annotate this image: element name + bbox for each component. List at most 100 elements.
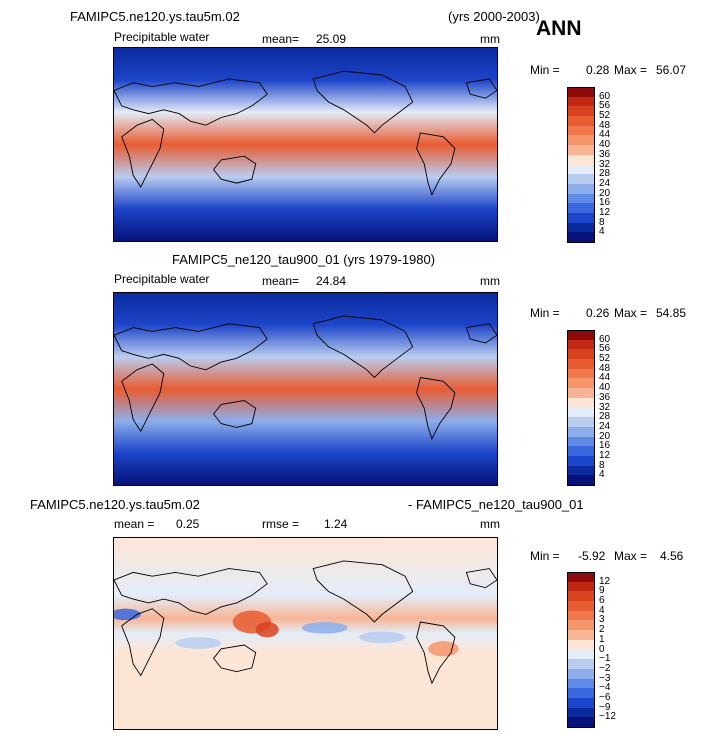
colorbar-swatch: [567, 446, 595, 457]
colorbar-swatch: [567, 455, 595, 467]
colorbar-swatch: [567, 426, 595, 438]
colorbar-swatch: [567, 417, 595, 428]
colorbar-tick-label: 12: [599, 575, 611, 587]
panel2-variable: Precipitable water: [114, 272, 210, 286]
colorbar-tick-label: 32: [599, 401, 611, 413]
colorbar-swatch: [567, 183, 595, 195]
colorbar-tick-label: 32: [599, 158, 611, 170]
colorbar-swatch: [567, 116, 595, 127]
colorbar-swatch: [567, 572, 595, 583]
colorbar-swatch: [567, 135, 595, 146]
colorbar-tick-label: 48: [599, 119, 611, 131]
panel1-colorbar: 60 56 52 48 44 40 36 32 28 24 20 16 12 8 4: [567, 87, 627, 243]
panel3-map: [113, 537, 498, 730]
coastline: [312, 560, 414, 623]
colorbar-swatch: [567, 339, 595, 350]
colorbar-tick-label: 36: [599, 148, 611, 160]
colorbar-swatch: [567, 639, 595, 650]
coastline: [416, 621, 456, 685]
panel1-min-label: Min =: [530, 63, 560, 77]
colorbar-swatch: [567, 232, 595, 243]
panel1-mean-label: mean=: [262, 32, 300, 46]
colorbar-tick-label: 2: [599, 624, 605, 636]
panel3-min-label: Min =: [530, 549, 560, 563]
colorbar-tick-label: 36: [599, 391, 611, 403]
colorbar-tick-label: 52: [599, 353, 611, 365]
map-field: [114, 293, 497, 485]
panel3-rmse-label: rmse =: [262, 517, 300, 531]
panel2-min-value: 0.26: [586, 306, 610, 320]
panel3-colorbar: 12 9 6 4 3 2 1 0 −1 −2 −3 −4 −6 −9 −12: [567, 572, 627, 728]
colorbar-tick-label: 44: [599, 372, 611, 384]
panel1-units: mm: [480, 32, 500, 46]
panel3-case-a: FAMIPC5.ne120.ys.tau5m.02: [30, 497, 200, 512]
colorbar-swatch: [567, 475, 595, 486]
map-field: [114, 48, 497, 241]
panel3-min-value: -5.92: [578, 549, 606, 563]
panel3-rmse-value: 1.24: [324, 517, 348, 531]
colorbar-tick-label: −12: [599, 711, 616, 723]
coastline: [121, 608, 165, 677]
panel3-mean-value: 0.25: [176, 517, 200, 531]
panel1-max-value: 56.07: [656, 63, 687, 77]
panel3-case-b: - FAMIPC5_ne120_tau900_01: [408, 497, 584, 512]
colorbar-tick-label: 24: [599, 177, 611, 189]
colorbar-tick-label: 4: [599, 469, 605, 481]
panel1-variable: Precipitable water: [114, 30, 210, 44]
map-background: [114, 48, 497, 241]
colorbar-swatch: [567, 359, 595, 370]
coastline: [465, 568, 497, 589]
colorbar-swatch: [567, 591, 595, 602]
colorbar-tick-label: −4: [599, 682, 611, 694]
coastline: [465, 323, 497, 344]
panel1-min-value: 0.28: [586, 63, 610, 77]
colorbar-swatch: [567, 620, 595, 631]
coastline: [213, 400, 257, 428]
colorbar-tick-label: −9: [599, 701, 611, 713]
anomaly-blob: [175, 637, 222, 649]
panel3-max-label: Max =: [614, 549, 648, 563]
panel1-case: FAMIPC5.ne120.ys.tau5m.02: [70, 9, 240, 24]
coastline: [121, 363, 165, 433]
coastline: [213, 155, 257, 184]
coastline: [114, 323, 268, 371]
colorbar-swatch: [567, 707, 595, 718]
colorbar-swatch: [567, 649, 595, 660]
coastline: [114, 568, 268, 615]
colorbar-swatch: [567, 610, 595, 621]
map-background: [114, 293, 497, 485]
colorbar-tick-label: 12: [599, 206, 611, 218]
colorbar-swatch: [567, 222, 595, 233]
map-background: [114, 538, 497, 729]
map-field: [114, 538, 497, 729]
coastline: [312, 315, 414, 379]
colorbar-swatch: [567, 388, 595, 399]
colorbar-swatch: [567, 630, 595, 641]
colorbar-tick-label: 9: [599, 585, 605, 597]
colorbar-tick-label: 60: [599, 90, 611, 102]
panel2-mean-value: 24.84: [316, 274, 347, 288]
coastline: [114, 78, 268, 126]
colorbar-tick-label: 1: [599, 633, 605, 645]
colorbar-tick-label: 44: [599, 129, 611, 141]
colorbar-swatch: [567, 193, 595, 204]
anomaly-blob: [359, 631, 406, 644]
coastline: [121, 118, 165, 188]
colorbar-swatch: [567, 349, 595, 360]
panel3-max-value: 4.56: [660, 549, 684, 563]
colorbar-tick-label: 8: [599, 216, 605, 228]
colorbar-swatch: [567, 145, 595, 156]
panel1-map: [113, 47, 498, 242]
colorbar-swatch: [567, 106, 595, 117]
panel3-mean-label: mean =: [114, 517, 155, 531]
colorbar-swatch: [567, 125, 595, 136]
colorbar-swatch: [567, 212, 595, 224]
colorbar-tick-label: 8: [599, 459, 605, 471]
colorbar-tick-label: −2: [599, 662, 611, 674]
colorbar-tick-label: 28: [599, 168, 611, 180]
colorbar-tick-label: 48: [599, 362, 611, 374]
panel3-units: mm: [480, 517, 500, 531]
colorbar-tick-label: 6: [599, 595, 605, 607]
anomaly-blob: [114, 608, 141, 621]
colorbar-swatch: [567, 697, 595, 709]
